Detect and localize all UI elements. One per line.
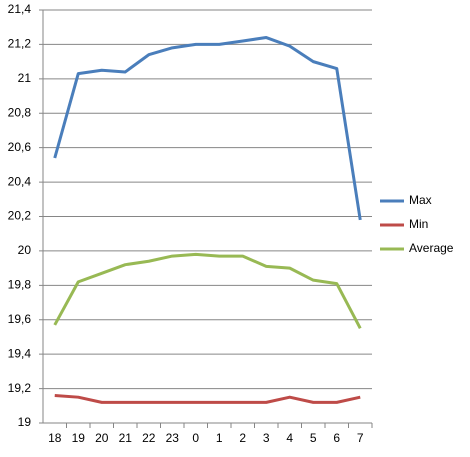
x-tick-label: 23 — [166, 431, 180, 445]
y-tick-label: 19,4 — [8, 346, 32, 360]
x-tick-label: 22 — [142, 431, 156, 445]
legend-label: Average — [409, 241, 454, 255]
x-tick-label: 5 — [310, 431, 317, 445]
y-tick-label: 19,8 — [8, 278, 32, 292]
y-tick-label: 20 — [18, 243, 32, 257]
y-tick-label: 19 — [18, 415, 32, 429]
x-tick-label: 20 — [95, 431, 109, 445]
x-tick-label: 21 — [119, 431, 133, 445]
y-tick-label: 19,6 — [8, 312, 32, 326]
y-tick-label: 21,4 — [8, 2, 32, 16]
x-tick-label: 4 — [286, 431, 293, 445]
y-tick-label: 20,2 — [8, 209, 32, 223]
legend-label: Min — [409, 217, 428, 231]
legend-label: Max — [409, 193, 432, 207]
y-tick-label: 20,6 — [8, 140, 32, 154]
series-line — [54, 393, 361, 404]
x-tick-label: 3 — [263, 431, 270, 445]
x-tick-label: 6 — [333, 431, 340, 445]
y-tick-label: 20,4 — [8, 174, 32, 188]
x-tick-label: 18 — [48, 431, 62, 445]
x-tick-label: 1 — [216, 431, 223, 445]
series-line — [53, 252, 362, 330]
x-tick-label: 19 — [72, 431, 86, 445]
x-tick-label: 0 — [192, 431, 199, 445]
y-tick-label: 20,8 — [8, 105, 32, 119]
y-tick-label: 21,2 — [8, 37, 32, 51]
y-tick-label: 19,2 — [8, 381, 32, 395]
y-tick-label: 21 — [18, 71, 32, 85]
x-tick-label: 7 — [357, 431, 364, 445]
series-line — [53, 36, 362, 221]
x-tick-label: 2 — [239, 431, 246, 445]
